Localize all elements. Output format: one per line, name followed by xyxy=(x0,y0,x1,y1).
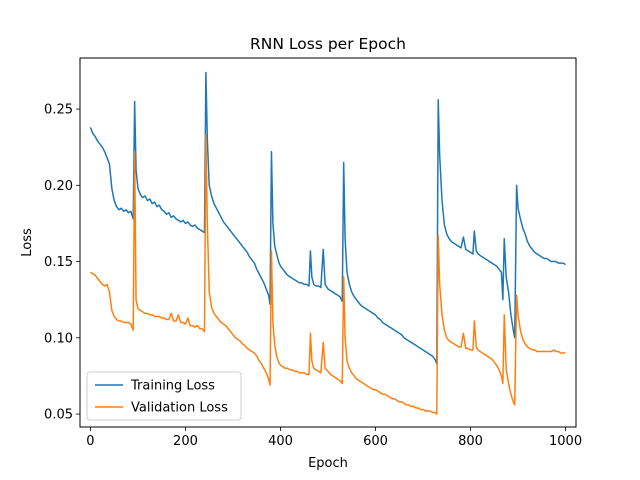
y-tick-label: 0.20 xyxy=(44,179,73,194)
series-line-1 xyxy=(90,134,566,415)
x-axis-title: Epoch xyxy=(308,456,348,471)
axes-frame xyxy=(79,57,577,428)
x-axis: 0 200 400 600 800 1000 xyxy=(86,427,582,449)
chart-title: RNN Loss per Epoch xyxy=(250,35,406,53)
y-tick-label: 0.05 xyxy=(44,408,73,423)
y-tick-label: 0.25 xyxy=(44,103,73,118)
legend-box xyxy=(86,371,242,421)
series-layer xyxy=(89,71,566,415)
legend: Training Loss Validation Loss xyxy=(86,371,242,421)
y-tick-label: 0.15 xyxy=(44,255,73,270)
x-tick-label: 200 xyxy=(173,434,198,449)
x-tick-label: 600 xyxy=(363,434,388,449)
series-line-0 xyxy=(89,71,566,365)
legend-label-1: Validation Loss xyxy=(131,401,228,416)
x-tick-label: 800 xyxy=(458,434,483,449)
x-tick-label: 400 xyxy=(268,434,293,449)
legend-label-0: Training Loss xyxy=(130,379,215,394)
y-axis: 0.05 0.10 0.15 0.20 0.25 xyxy=(44,103,80,423)
plot-area xyxy=(79,57,577,428)
x-tick-label: 1000 xyxy=(549,434,582,449)
x-tick-label: 0 xyxy=(86,434,94,449)
y-axis-title: Loss xyxy=(20,228,35,257)
y-tick-label: 0.10 xyxy=(44,331,73,346)
